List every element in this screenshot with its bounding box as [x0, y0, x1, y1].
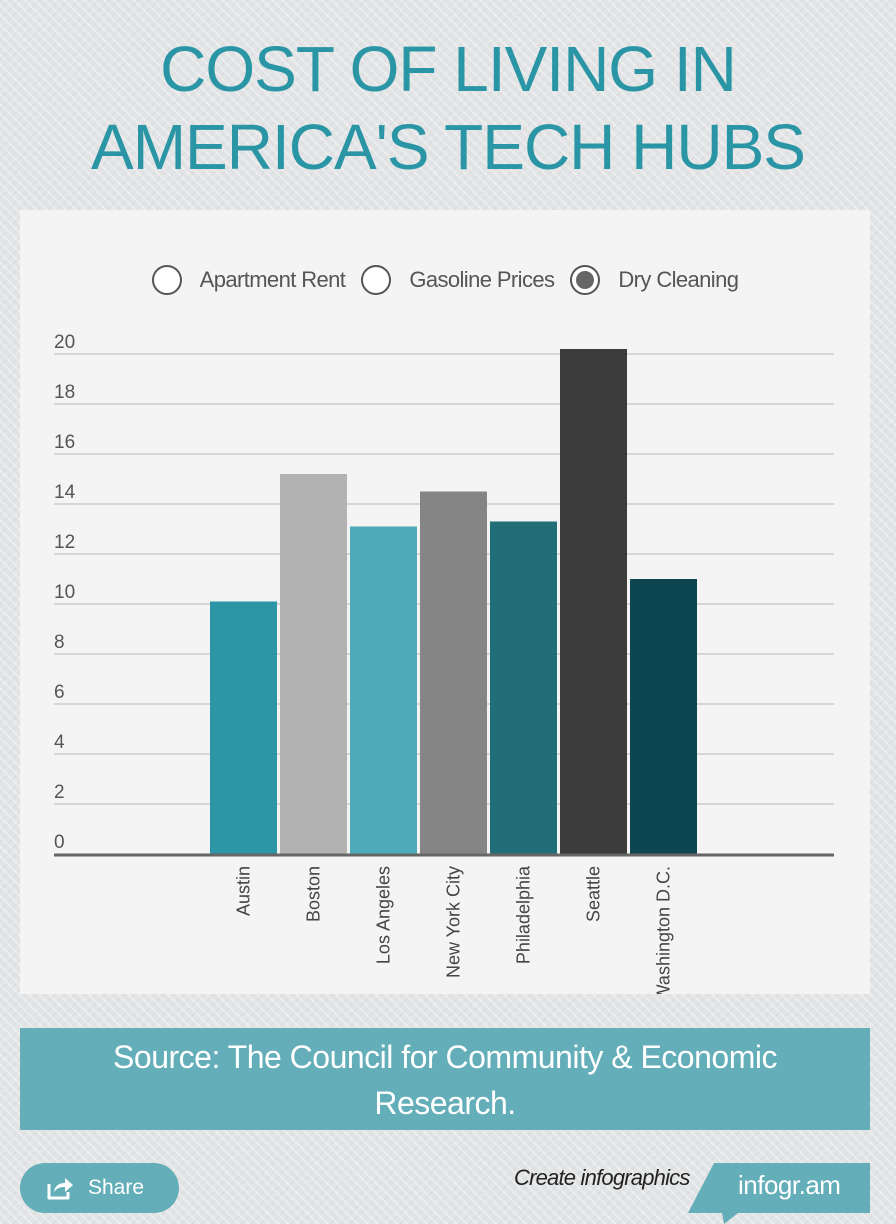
x-tick-label: Washington D.C. [654, 866, 674, 994]
title-line-2: AMERICA'S TECH HUBS [91, 111, 806, 183]
source-line-1: Source: The Council for Community & Econ… [113, 1039, 777, 1075]
legend-dry-cleaning[interactable]: Dry Cleaning [570, 265, 739, 295]
legend-apartment-rent[interactable]: Apartment Rent [151, 265, 346, 295]
bar-austin[interactable] [210, 601, 277, 855]
x-tick-label: Los Angeles [374, 866, 394, 964]
x-tick-label: Philadelphia [514, 865, 534, 964]
y-tick-label: 14 [54, 482, 76, 503]
legend-label-gasoline-prices: Gasoline Prices [409, 267, 555, 292]
page-title: COST OF LIVING IN AMERICA'S TECH HUBS [0, 30, 896, 186]
infogram-logo[interactable] [688, 1163, 870, 1224]
x-tick-label: Boston [304, 866, 324, 922]
create-infographics-link[interactable]: Create infographics [514, 1165, 690, 1190]
bar-philadelphia[interactable] [490, 521, 557, 855]
share-label: Share [88, 1176, 145, 1199]
legend-label-apartment-rent: Apartment Rent [199, 267, 346, 292]
y-tick-label: 20 [54, 332, 75, 353]
bar-new-york-city[interactable] [420, 491, 487, 855]
bar-boston[interactable] [280, 474, 347, 854]
title-line-1: COST OF LIVING IN [160, 33, 737, 105]
chart-panel: Apartment Rent Gasoline Prices Dry Clean… [20, 210, 870, 994]
bar-washington-d-c[interactable] [630, 579, 697, 854]
radio-apartment-rent[interactable] [151, 265, 182, 295]
share-button[interactable]: Share [20, 1163, 179, 1213]
share-icon [47, 1178, 73, 1200]
y-tick-label: 10 [54, 582, 75, 603]
legend-label-dry-cleaning: Dry Cleaning [618, 267, 739, 292]
y-tick-label: 2 [54, 782, 65, 803]
y-tick-label: 6 [54, 682, 65, 703]
y-tick-label: 12 [54, 532, 75, 553]
source-line-2: Research. [374, 1085, 516, 1121]
x-tick-label: Austin [234, 866, 254, 916]
y-tick-label: 16 [54, 432, 75, 453]
legend-gasoline-prices[interactable]: Gasoline Prices [361, 265, 555, 295]
bar-los-angeles[interactable] [350, 526, 417, 855]
bar-chart: 0 2 4 6 8 10 12 14 16 18 20 Austin Boston Los Angeles… [54, 332, 834, 994]
chart-legend: Apartment Rent Gasoline Prices Dry Clean… [20, 260, 870, 300]
y-tick-label: 8 [54, 632, 65, 653]
source-banner: Source: The Council for Community & Econ… [20, 1028, 870, 1130]
brand-name: infogr.am [738, 1170, 841, 1200]
radio-gasoline-prices[interactable] [361, 265, 392, 295]
bar-seattle[interactable] [560, 349, 627, 854]
y-tick-label: 4 [54, 732, 65, 753]
x-tick-label: New York City [444, 866, 464, 978]
y-tick-label: 0 [54, 832, 65, 853]
radio-dry-cleaning[interactable] [570, 265, 601, 295]
x-tick-label: Seattle [584, 866, 604, 922]
y-tick-label: 18 [54, 382, 75, 403]
